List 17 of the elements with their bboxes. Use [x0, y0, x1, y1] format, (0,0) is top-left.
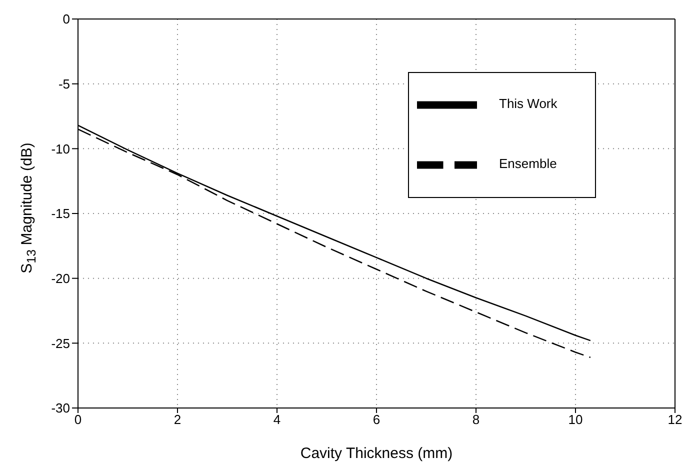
x-tick-label: 6 — [372, 412, 380, 428]
x-tick-label: 8 — [472, 412, 480, 428]
legend-label: Ensemble — [499, 156, 557, 172]
y-tick-label: 0 — [62, 12, 70, 27]
x-axis-title: Cavity Thickness (mm) — [300, 445, 453, 462]
x-tick-label: 10 — [568, 412, 583, 428]
x-tick-label: 2 — [174, 412, 182, 428]
x-tick-label: 4 — [273, 412, 281, 428]
x-tick-label: 0 — [74, 412, 82, 428]
y-tick-label: -10 — [51, 141, 70, 156]
y-tick-label: -15 — [51, 206, 70, 222]
y-tick-label: -5 — [58, 76, 70, 92]
y-tick-label: -25 — [51, 336, 70, 351]
y-tick-label: -20 — [51, 270, 70, 286]
x-tick-label: 12 — [668, 412, 682, 428]
legend-label: This Work — [499, 96, 558, 112]
y-tick-label: -30 — [51, 400, 70, 416]
